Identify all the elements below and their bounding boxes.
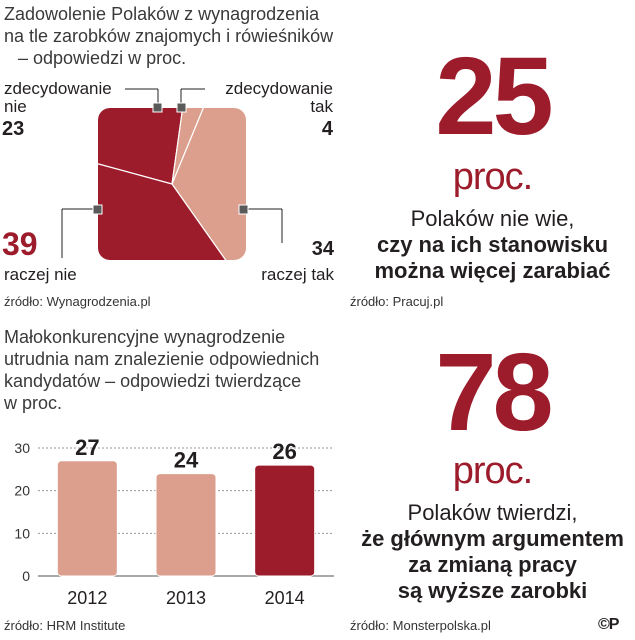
pie-value: 4	[321, 118, 333, 140]
pie-title: Zadowolenie Polaków z wynagrodzenia na t…	[4, 3, 333, 69]
pie-title-line: Zadowolenie Polaków z wynagrodzenia	[4, 4, 320, 24]
stat-unit: proc.	[452, 156, 533, 198]
bar-value-label: 26	[272, 439, 296, 464]
bar-chart: 0 10 20 30 27 2012 24 2013 26 2014	[14, 435, 334, 608]
y-tick-label: 20	[14, 483, 30, 499]
source-text: źródło: Monsterpolska.pl	[350, 618, 491, 633]
bar-2014	[254, 464, 316, 577]
y-tick-label: 30	[14, 440, 30, 456]
pie-label-line: zdecydowanie	[225, 79, 333, 98]
source-text: źródło: HRM Institute	[4, 618, 126, 633]
bar-title-line: w proc.	[4, 393, 63, 413]
pie-label-line: zdecydowanie	[4, 79, 112, 98]
stat-line: czy na ich stanowisku	[376, 232, 609, 257]
pie-title-line: – odpowiedzi w proc.	[18, 48, 187, 68]
bar-title-line: utrudnia nam znalezienie odpowiednich	[4, 349, 320, 369]
pie-value: 23	[2, 118, 25, 140]
stat-line: są wyższe zarobki	[397, 578, 588, 603]
bar-value-label: 24	[174, 448, 199, 473]
pie-label-raczej-nie: raczej nie	[4, 265, 77, 284]
copyright-mark: ©P	[598, 616, 619, 633]
slice-raczej-nie	[98, 141, 246, 260]
pie-label-zdecydowanie-tak: zdecydowanie tak	[215, 80, 333, 116]
stat-line: Polaków twierdzi,	[407, 500, 578, 525]
slice-marker	[238, 204, 249, 215]
stat-description: Polaków nie wie, czy na ich stanowisku m…	[355, 206, 630, 284]
stat-line: można więcej zarabiać	[374, 258, 611, 283]
slice-zdecydowanie-nie	[98, 108, 195, 185]
pie-title-line: na tle zarobków znajomych i rówieśników	[4, 26, 334, 46]
bar-2013	[155, 473, 217, 577]
x-tick-label: 2013	[166, 588, 206, 608]
slice-marker	[92, 204, 103, 215]
x-tick-label: 2012	[67, 588, 107, 608]
stat-line: że głównym argumentem	[361, 526, 624, 551]
stat-line: za zmianą pracy	[408, 552, 577, 577]
stat-number: 78	[435, 331, 553, 454]
bar-2012	[56, 460, 118, 577]
slice-zdecydowanie-tak	[171, 108, 234, 185]
pie-value: 39	[2, 226, 38, 262]
bar-title-line: Małokonkurencyjne wynagrodzenie	[4, 327, 286, 347]
slice-marker	[152, 102, 163, 113]
pie-label-line: nie	[4, 97, 27, 116]
source-text: źródło: Pracuj.pl	[350, 294, 444, 309]
bar-title-line: kandydatów – odpowiedzi twierdzące	[4, 371, 302, 391]
y-tick-label: 0	[22, 568, 30, 584]
pie-label-line: tak	[310, 97, 333, 116]
y-tick-label: 10	[14, 525, 30, 541]
slice-marker	[176, 102, 187, 113]
stat-description: Polaków twierdzi, że głównym argumentem …	[355, 500, 630, 604]
pie-label-zdecydowanie-nie: zdecydowanie nie	[4, 80, 112, 116]
source-text: źródło: Wynagrodzenia.pl	[4, 294, 151, 309]
x-tick-label: 2014	[265, 588, 305, 608]
stat-line: Polaków nie wie,	[410, 206, 575, 231]
bar-value-label: 27	[75, 435, 99, 460]
pie-value: 34	[311, 238, 334, 260]
stat-unit: proc.	[452, 450, 533, 492]
stat-number: 25	[435, 35, 553, 158]
bar-title: Małokonkurencyjne wynagrodzenie utrudnia…	[4, 326, 319, 414]
pie-label-raczej-tak: raczej tak	[261, 265, 334, 284]
pie-chart	[61, 88, 283, 260]
